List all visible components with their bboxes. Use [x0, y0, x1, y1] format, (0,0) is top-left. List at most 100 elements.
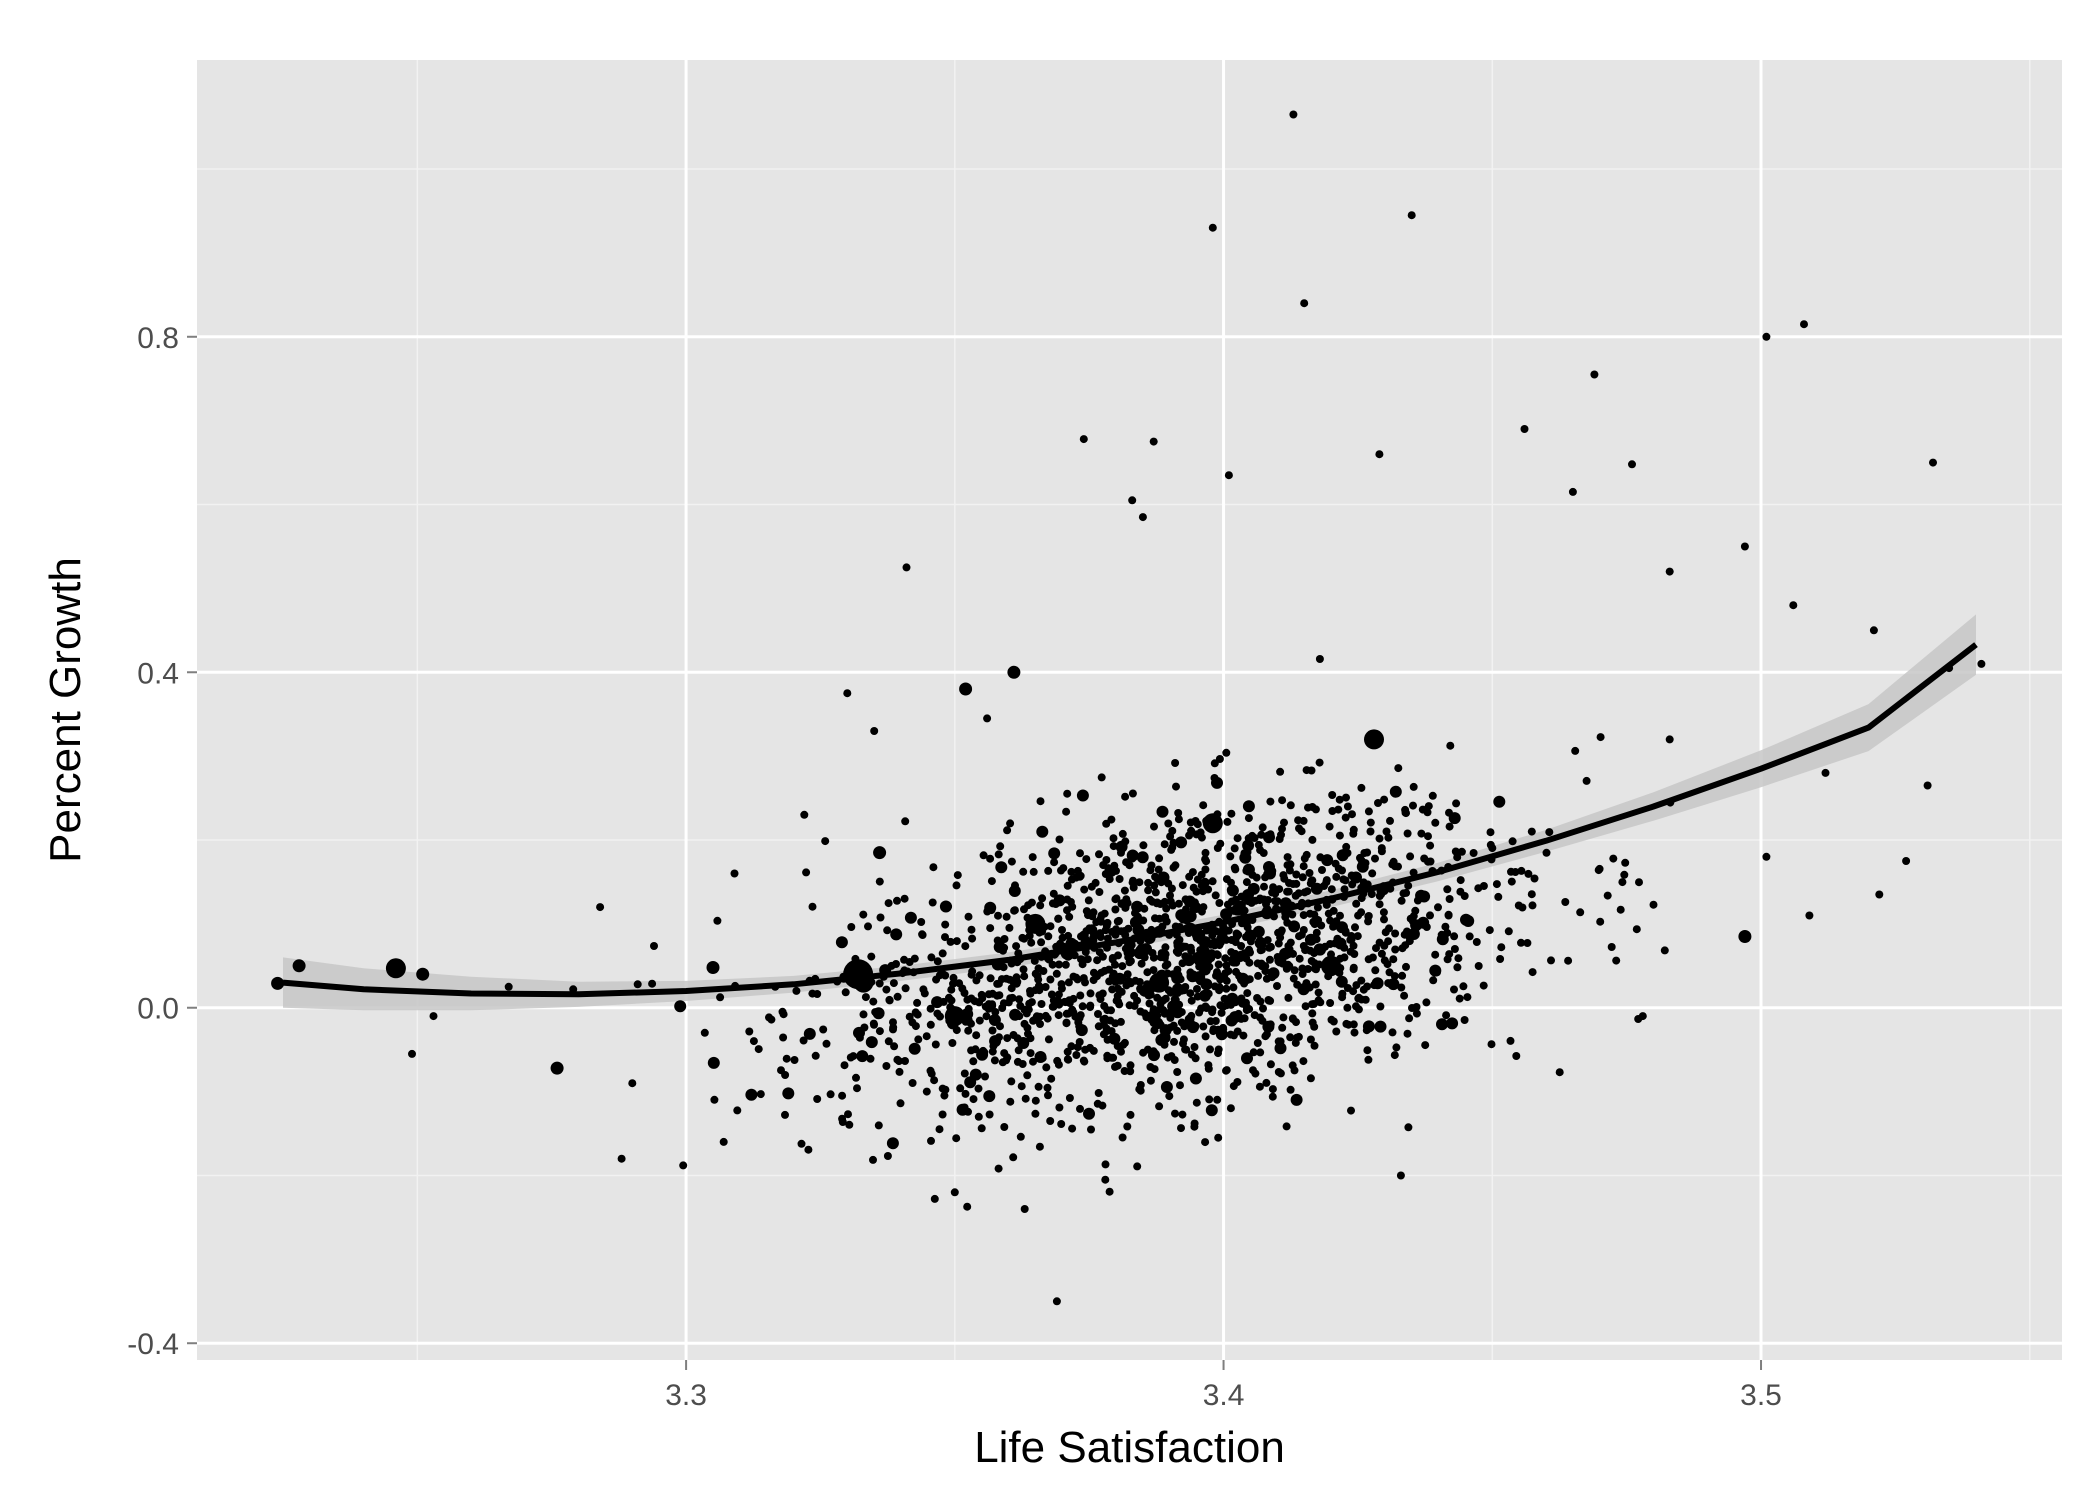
data-point — [1507, 867, 1515, 876]
data-point — [1242, 866, 1251, 875]
data-point — [1377, 844, 1386, 853]
data-point — [1036, 1020, 1044, 1028]
data-point — [993, 991, 1002, 1000]
data-point — [1923, 781, 1932, 790]
data-point — [1234, 900, 1243, 909]
data-point — [1297, 827, 1306, 836]
data-point — [1307, 957, 1316, 965]
data-point — [1027, 938, 1036, 947]
data-point — [1114, 951, 1122, 960]
data-point — [1740, 542, 1749, 551]
data-point — [1199, 1022, 1208, 1031]
data-point — [733, 1106, 742, 1115]
data-point — [1441, 922, 1450, 931]
data-point — [1210, 941, 1219, 950]
data-point — [1139, 841, 1148, 850]
data-point — [1350, 1028, 1359, 1037]
data-point — [1417, 829, 1426, 838]
data-point — [860, 1023, 869, 1032]
data-point — [984, 990, 993, 999]
data-point — [941, 920, 950, 929]
data-point — [1093, 956, 1102, 965]
data-point — [1561, 898, 1570, 906]
data-point — [1450, 945, 1459, 953]
data-point — [1474, 884, 1483, 893]
data-point — [1341, 813, 1350, 822]
data-point — [917, 918, 926, 926]
data-point — [1163, 960, 1172, 969]
data-point — [1259, 849, 1268, 857]
data-point — [1213, 1095, 1222, 1104]
data-point — [1349, 825, 1358, 834]
data-point — [1545, 828, 1554, 837]
data-point — [856, 1050, 869, 1063]
data-point — [1409, 801, 1417, 810]
data-point — [1231, 938, 1240, 947]
data-point — [1154, 865, 1163, 874]
data-point — [1109, 842, 1118, 851]
data-point — [1306, 1035, 1315, 1044]
data-point — [777, 1066, 785, 1075]
data-point — [1390, 972, 1399, 981]
data-point — [1346, 935, 1355, 944]
data-point — [885, 995, 894, 1004]
data-point — [1293, 1033, 1301, 1042]
data-point — [958, 984, 967, 993]
data-point — [938, 949, 947, 958]
data-point — [1015, 1012, 1024, 1021]
data-point — [1136, 851, 1149, 864]
plot-panel — [197, 60, 2062, 1360]
data-point — [1024, 901, 1033, 910]
data-point — [1286, 801, 1295, 810]
data-point — [840, 1061, 849, 1070]
data-point — [1273, 953, 1282, 961]
data-point — [908, 1042, 921, 1055]
data-point — [1201, 865, 1210, 874]
data-point — [1289, 110, 1298, 119]
data-point — [1352, 899, 1361, 908]
data-point — [1063, 906, 1071, 915]
data-point — [1108, 985, 1117, 994]
data-point — [1738, 930, 1752, 943]
data-point — [1006, 1097, 1015, 1106]
data-point — [1403, 1029, 1412, 1038]
data-point — [1251, 896, 1260, 905]
data-point — [1396, 1171, 1405, 1180]
data-point — [1308, 876, 1317, 885]
data-point — [756, 1090, 765, 1099]
data-point — [1172, 782, 1180, 791]
data-point — [875, 1027, 884, 1036]
data-point — [1472, 938, 1481, 946]
data-point — [1290, 1093, 1303, 1106]
data-point — [1083, 1107, 1095, 1120]
data-point — [1523, 939, 1532, 947]
data-point — [1086, 989, 1095, 998]
data-point — [1115, 1000, 1124, 1009]
data-point — [1059, 864, 1068, 873]
data-point — [859, 910, 868, 919]
data-point — [1105, 1187, 1114, 1196]
data-point — [1067, 1042, 1076, 1051]
data-point — [1080, 885, 1089, 894]
data-point — [1347, 1106, 1355, 1115]
data-point — [1171, 1109, 1179, 1118]
data-point — [1097, 968, 1106, 977]
data-point — [1067, 867, 1076, 876]
data-point — [1026, 1049, 1035, 1058]
data-point — [782, 1054, 791, 1063]
data-point — [1193, 971, 1206, 984]
data-point — [1306, 1074, 1315, 1083]
data-point — [910, 954, 919, 963]
data-point — [1397, 983, 1406, 992]
data-point — [1223, 900, 1232, 909]
data-point — [1031, 1109, 1040, 1118]
data-point — [994, 850, 1003, 859]
data-point — [650, 942, 658, 950]
data-point — [822, 1039, 831, 1048]
data-point — [1144, 878, 1153, 887]
data-point — [869, 1155, 877, 1164]
data-point — [1344, 1020, 1353, 1029]
data-point — [1403, 829, 1412, 838]
data-point — [1261, 1032, 1270, 1041]
data-point — [1620, 870, 1629, 879]
